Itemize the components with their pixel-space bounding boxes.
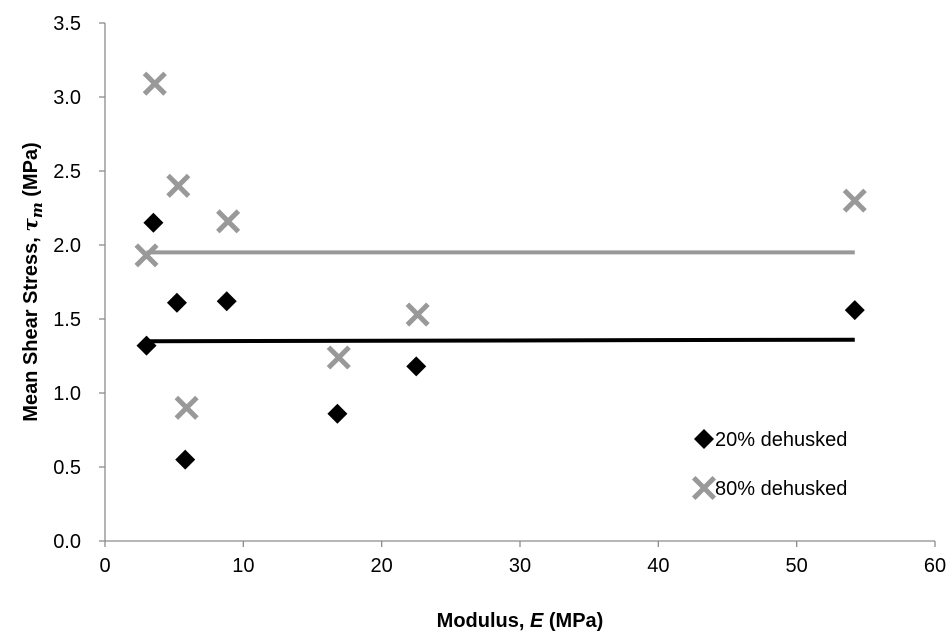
data-point [216,209,241,234]
y-axis-title-symbol: τ [18,218,42,232]
data-point [134,243,159,268]
x-tick-label: 30 [509,555,531,577]
x-tick-label: 60 [924,555,946,577]
y-tick-label: 0.5 [53,457,81,479]
data-point [166,292,187,313]
x-tick-label: 50 [786,555,808,577]
y-tick-label: 0.0 [53,531,81,553]
y-axis-title-subscript: m [28,202,46,218]
legend-marker [694,429,714,449]
x-axis-title-symbol: E [530,610,544,632]
y-axis-title: Mean Shear Stress, τm (MPa) [18,142,46,421]
y-tick-label: 2.5 [53,161,81,183]
trendlines [146,250,855,344]
data-point [842,188,867,213]
y-tick-label: 1.5 [53,309,81,331]
data-point [216,291,237,312]
x-tick-label: 20 [371,555,393,577]
legend-label: 20% dehusked [715,429,847,451]
x-axis-title-text: Modulus, [437,610,530,632]
data-point [175,449,196,470]
legend-item-20-dehusked: 20% dehusked [694,429,847,451]
trendline-20-dehusked [146,337,855,344]
y-tick-label: 2.0 [53,235,81,257]
data-point [326,345,351,370]
y-axis-title-unit: (MPa) [20,142,42,202]
plot-series [134,71,867,470]
series-80-dehusked [134,71,867,420]
series-20-dehusked [136,212,865,470]
x-ticks: 0 10 20 30 40 50 60 [99,541,946,577]
data-point [166,173,191,198]
data-point [136,335,157,356]
data-point [327,403,348,424]
data-point [406,356,427,377]
y-axis-title-text: Mean Shear Stress, [20,232,42,422]
data-point [174,395,199,420]
y-tick-label: 3.5 [53,13,81,35]
x-tick-label: 0 [99,555,110,577]
data-point [844,300,865,321]
y-tick-label: 3.0 [53,87,81,109]
legend-label: 80% dehusked [715,478,847,500]
data-point [143,212,164,233]
x-tick-label: 40 [647,555,669,577]
y-ticks: 0.0 0.5 1.0 1.5 2.0 2.5 3.0 3.5 [53,13,105,553]
x-axis-title: Modulus, E (MPa) [437,610,604,632]
legend-marker [691,475,717,501]
x-tick-label: 10 [232,555,254,577]
x-axis-title-unit: (MPa) [543,610,603,632]
data-point [142,71,167,96]
data-point [405,302,430,327]
legend-item-80-dehusked: 80% dehusked [691,475,847,501]
y-tick-label: 1.0 [53,383,81,405]
legend: 20% dehusked 80% dehusked [691,429,847,501]
